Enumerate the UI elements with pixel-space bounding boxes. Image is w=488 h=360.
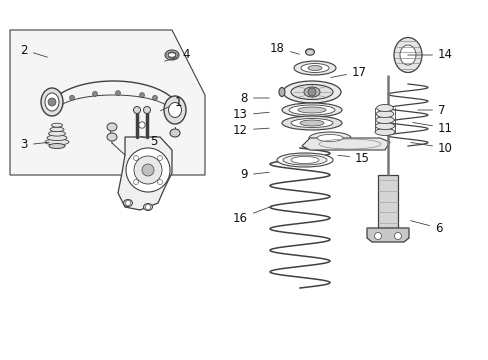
- Circle shape: [394, 233, 401, 239]
- Polygon shape: [366, 228, 408, 242]
- Ellipse shape: [282, 103, 341, 117]
- Ellipse shape: [283, 81, 340, 103]
- Ellipse shape: [168, 103, 181, 117]
- Text: 1: 1: [160, 95, 182, 111]
- Ellipse shape: [290, 85, 332, 99]
- Ellipse shape: [47, 135, 67, 140]
- Circle shape: [139, 93, 144, 98]
- Ellipse shape: [170, 129, 180, 137]
- Ellipse shape: [51, 123, 62, 127]
- Circle shape: [139, 122, 145, 128]
- Ellipse shape: [45, 93, 59, 111]
- Ellipse shape: [399, 45, 415, 65]
- Ellipse shape: [163, 96, 185, 124]
- Ellipse shape: [374, 129, 394, 135]
- Ellipse shape: [375, 117, 393, 123]
- Polygon shape: [302, 138, 389, 150]
- Ellipse shape: [297, 107, 325, 113]
- Ellipse shape: [279, 87, 285, 96]
- Circle shape: [142, 164, 154, 176]
- Text: 14: 14: [407, 49, 452, 62]
- Ellipse shape: [376, 104, 392, 112]
- Ellipse shape: [304, 87, 319, 97]
- Text: 4: 4: [164, 49, 189, 62]
- Text: 10: 10: [410, 141, 452, 154]
- Circle shape: [145, 204, 150, 210]
- Ellipse shape: [305, 49, 314, 55]
- Ellipse shape: [288, 105, 334, 115]
- Circle shape: [48, 98, 56, 106]
- Ellipse shape: [50, 127, 64, 132]
- Ellipse shape: [49, 144, 65, 148]
- Text: 11: 11: [412, 122, 452, 135]
- Text: 5: 5: [140, 135, 157, 148]
- Ellipse shape: [316, 135, 342, 141]
- Text: 12: 12: [232, 123, 269, 136]
- Ellipse shape: [168, 52, 176, 58]
- Circle shape: [125, 201, 130, 206]
- Circle shape: [133, 180, 138, 185]
- Ellipse shape: [299, 120, 324, 126]
- Ellipse shape: [164, 50, 179, 60]
- Text: 18: 18: [269, 41, 299, 54]
- Text: 15: 15: [337, 152, 369, 165]
- Ellipse shape: [290, 157, 318, 163]
- Polygon shape: [10, 30, 204, 175]
- Circle shape: [133, 156, 138, 161]
- Bar: [377, 175, 397, 228]
- Circle shape: [307, 88, 315, 96]
- Ellipse shape: [48, 131, 65, 136]
- Circle shape: [126, 148, 170, 192]
- Ellipse shape: [123, 199, 132, 207]
- Ellipse shape: [133, 107, 140, 113]
- Ellipse shape: [290, 118, 332, 127]
- Circle shape: [157, 156, 162, 161]
- Circle shape: [152, 95, 157, 100]
- Text: 8: 8: [240, 91, 269, 104]
- Ellipse shape: [307, 66, 321, 71]
- Ellipse shape: [375, 122, 394, 130]
- Ellipse shape: [41, 88, 63, 116]
- Circle shape: [157, 180, 162, 185]
- Ellipse shape: [45, 139, 69, 145]
- Text: 17: 17: [330, 66, 366, 78]
- Text: 13: 13: [233, 108, 269, 121]
- Circle shape: [92, 91, 97, 96]
- Ellipse shape: [282, 116, 341, 130]
- Ellipse shape: [107, 123, 117, 131]
- Polygon shape: [118, 137, 172, 210]
- Ellipse shape: [143, 107, 150, 113]
- Ellipse shape: [375, 111, 393, 117]
- Text: 3: 3: [20, 139, 49, 152]
- Ellipse shape: [283, 155, 326, 165]
- Ellipse shape: [293, 61, 335, 75]
- Ellipse shape: [393, 37, 421, 72]
- Ellipse shape: [143, 203, 152, 211]
- Text: 9: 9: [240, 168, 269, 181]
- Circle shape: [374, 233, 381, 239]
- Ellipse shape: [107, 133, 117, 141]
- Text: 7: 7: [417, 104, 445, 117]
- Circle shape: [134, 156, 162, 184]
- Text: 2: 2: [20, 44, 47, 57]
- Circle shape: [115, 91, 120, 95]
- Circle shape: [69, 95, 74, 100]
- Text: 16: 16: [232, 206, 272, 225]
- Ellipse shape: [308, 132, 350, 144]
- Ellipse shape: [276, 153, 332, 167]
- Ellipse shape: [301, 63, 328, 72]
- Text: 6: 6: [410, 221, 442, 234]
